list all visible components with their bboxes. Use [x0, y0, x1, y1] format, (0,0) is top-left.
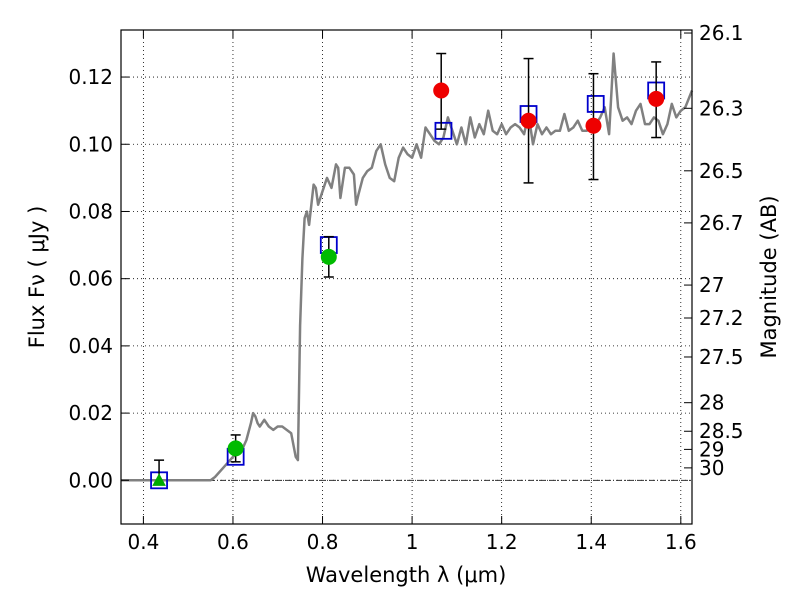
x-tick-label: 1.2 — [486, 530, 518, 554]
nir-detection-point — [648, 90, 665, 107]
y-tick-label: 0.10 — [68, 132, 113, 156]
x-tick-label: 1.4 — [575, 530, 607, 554]
nir-detection-point — [520, 112, 537, 129]
nir-detection-point — [585, 117, 602, 134]
upper-limit-triangle — [152, 473, 166, 486]
y-axis-label: Flux Fν ( μJy ) — [25, 206, 49, 349]
y-tick-label: 0.06 — [68, 267, 113, 291]
optical-detection-point — [227, 440, 244, 457]
model-flux-square — [434, 121, 453, 140]
x-axis-label: Wavelength λ (μm) — [306, 563, 507, 587]
y-right-tick-label: 26.5 — [699, 159, 744, 183]
y-right-tick-label: 28 — [699, 391, 724, 415]
y-right-tick-label: 26.7 — [699, 211, 744, 235]
data-marks — [150, 52, 666, 490]
optical-detection-point — [320, 248, 337, 265]
y-right-tick-label: 27.5 — [699, 345, 744, 369]
y-right-tick-label: 26.3 — [699, 96, 744, 120]
axis-ticks: 0.4 0.6 0.8 1 1.2 1.4 1.6 0.00 0.02 0.04 0.06 0.08 0… — [68, 21, 743, 554]
y-tick-label: 0.00 — [68, 468, 113, 492]
y-right-tick-label: 27 — [699, 273, 724, 297]
nir-detection-point — [433, 82, 450, 99]
y-tick-label: 0.02 — [68, 401, 113, 425]
y-axis-right-label: Magnitude (AB) — [757, 195, 781, 358]
y-right-tick-label: 26.1 — [699, 21, 744, 45]
y-right-tick-label: 30 — [699, 456, 724, 480]
x-tick-label: 0.8 — [307, 530, 339, 554]
template-spectrum-line — [121, 52, 694, 482]
plot-area — [121, 30, 692, 524]
y-right-tick-label: 29 — [699, 437, 724, 461]
plot-frame — [120, 29, 693, 525]
x-tick-label: 0.6 — [217, 530, 249, 554]
y-tick-label: 0.04 — [68, 334, 113, 358]
x-tick-label: 1.6 — [665, 530, 697, 554]
y-tick-label: 0.12 — [68, 65, 113, 89]
x-tick-label: 0.4 — [127, 530, 159, 554]
model-flux-square — [586, 95, 605, 113]
y-tick-label: 0.08 — [68, 199, 113, 223]
y-right-tick-label: 28.5 — [699, 419, 744, 443]
x-tick-label: 1 — [406, 530, 419, 554]
y-right-tick-label: 27.2 — [699, 306, 744, 330]
